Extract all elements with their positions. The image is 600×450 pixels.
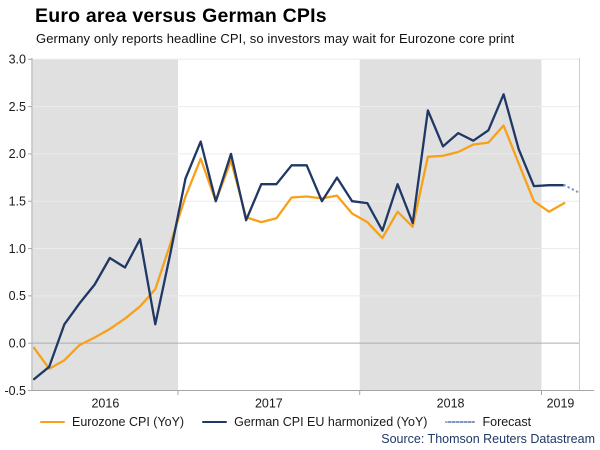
y-axis-tick-label: -0.5: [4, 384, 26, 398]
legend-label-forecast: Forecast: [482, 415, 532, 429]
y-axis-tick-label: 2.5: [9, 100, 26, 114]
x-axis-year-label-2016: 2016: [91, 397, 119, 411]
legend-label-eurozone: Eurozone CPI (YoY): [72, 415, 185, 429]
chart-subtitle: Germany only reports headline CPI, so in…: [36, 31, 515, 46]
chart-legend: Eurozone CPI (YoY) German CPI EU harmoni…: [40, 415, 531, 429]
legend-label-german: German CPI EU harmonized (YoY): [234, 415, 428, 429]
y-axis-tick-label: 3.0: [9, 53, 26, 67]
y-axis-tick-label: 1.0: [9, 242, 26, 256]
legend-item-forecast: Forecast: [445, 415, 531, 429]
german-line-swatch-icon: [202, 421, 228, 423]
shaded-year-band-2016: [32, 59, 178, 391]
legend-item-german: German CPI EU harmonized (YoY): [202, 415, 427, 429]
legend-item-eurozone: Eurozone CPI (YoY): [40, 415, 184, 429]
eurozone-cpi-line: [32, 124, 566, 370]
eurozone-line-swatch-icon: [40, 421, 65, 423]
shaded-year-band-2018: [359, 59, 542, 391]
source-attribution: Source: Thomson Reuters Datastream: [381, 432, 595, 446]
forecast-dotted-line: [563, 184, 581, 194]
x-axis-year-label-2018: 2018: [437, 397, 465, 411]
x-axis-year-label-2019: 2019: [547, 397, 575, 411]
y-axis-tick-label: 2.0: [9, 147, 26, 161]
german-cpi-line: [32, 93, 566, 381]
x-axis-year-label-2017: 2017: [255, 397, 283, 411]
chart-title: Euro area versus German CPIs: [35, 5, 327, 27]
forecast-line-swatch-icon: [445, 421, 476, 423]
y-axis-tick-label: 1.5: [9, 195, 26, 209]
y-axis-tick-label: 0.0: [9, 336, 26, 350]
y-axis-tick-label: 0.5: [9, 289, 26, 303]
